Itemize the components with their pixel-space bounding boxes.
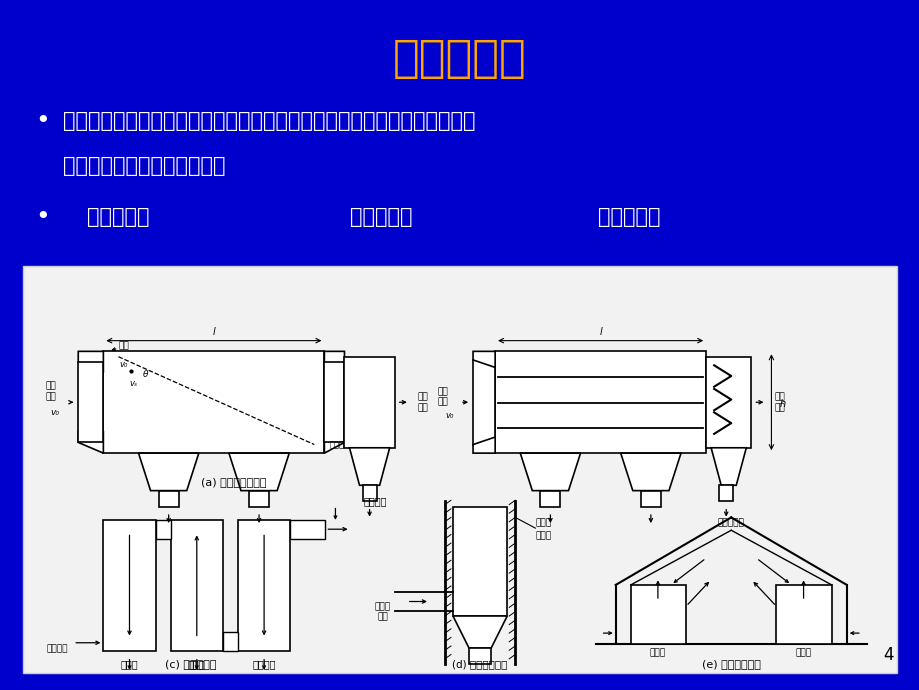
Text: (a) 单层重力沉降室: (a) 单层重力沉降室 xyxy=(201,477,267,487)
Text: vₛ: vₛ xyxy=(130,379,138,388)
Text: 气体: 气体 xyxy=(773,403,784,412)
Text: •: • xyxy=(35,109,50,132)
Polygon shape xyxy=(139,453,199,491)
Bar xyxy=(776,585,831,644)
Text: 气体分离的装置，常用的有：: 气体分离的装置，常用的有： xyxy=(62,156,225,175)
Text: 旋风除尘器: 旋风除尘器 xyxy=(597,208,660,227)
Text: v₀: v₀ xyxy=(119,359,128,368)
Text: •: • xyxy=(35,206,50,229)
Text: 含尘: 含尘 xyxy=(437,387,448,396)
Bar xyxy=(171,520,222,651)
Bar xyxy=(238,520,289,651)
Text: (d) 烟囱式沉降室: (d) 烟囱式沉降室 xyxy=(452,659,507,669)
Bar xyxy=(362,485,376,502)
Text: 粗粉尘: 粗粉尘 xyxy=(120,659,138,669)
Polygon shape xyxy=(620,453,680,491)
Text: (e) 屋顶式沉降室: (e) 屋顶式沉降室 xyxy=(701,659,760,669)
Polygon shape xyxy=(472,437,494,453)
Polygon shape xyxy=(452,616,506,648)
Bar xyxy=(103,351,324,453)
Bar xyxy=(158,491,178,506)
Text: 作内衬: 作内衬 xyxy=(535,531,550,540)
Text: 重力沉降室: 重力沉降室 xyxy=(87,208,150,227)
Text: θ: θ xyxy=(142,371,148,380)
Text: 4: 4 xyxy=(883,646,893,664)
Text: 气体: 气体 xyxy=(46,393,56,402)
Text: 细粉尘: 细粉尘 xyxy=(187,659,205,669)
Text: 含尘空气: 含尘空气 xyxy=(47,644,68,653)
Bar xyxy=(344,357,394,448)
Bar xyxy=(452,506,506,616)
Bar xyxy=(23,266,896,673)
Text: 冲天炉: 冲天炉 xyxy=(374,602,391,611)
Bar xyxy=(155,520,171,539)
Bar xyxy=(706,357,751,448)
Text: 沉降点: 沉降点 xyxy=(329,440,344,449)
Text: (c) 多级沉降室: (c) 多级沉降室 xyxy=(165,659,216,669)
Bar xyxy=(630,585,686,644)
Bar xyxy=(78,362,103,442)
Bar xyxy=(719,485,732,502)
Polygon shape xyxy=(78,351,103,373)
Text: 气体: 气体 xyxy=(437,397,448,406)
Text: 惯性除尘器: 惯性除尘器 xyxy=(349,208,412,227)
Polygon shape xyxy=(710,448,745,485)
Polygon shape xyxy=(324,432,344,453)
Text: 烟囱: 烟囱 xyxy=(377,613,388,622)
Text: 净化: 净化 xyxy=(773,393,784,402)
Bar xyxy=(494,351,706,453)
Polygon shape xyxy=(520,453,580,491)
Polygon shape xyxy=(472,351,494,368)
Bar xyxy=(249,491,269,506)
Polygon shape xyxy=(78,432,103,453)
Text: l: l xyxy=(598,327,601,337)
Text: 尘粒: 尘粒 xyxy=(118,342,129,351)
Text: 清洁空气: 清洁空气 xyxy=(364,496,387,506)
Bar xyxy=(324,362,344,442)
Text: 含尘: 含尘 xyxy=(46,382,56,391)
Text: v₀: v₀ xyxy=(51,408,60,417)
Bar xyxy=(222,632,238,651)
Text: 耐火砖: 耐火砖 xyxy=(535,518,550,527)
Polygon shape xyxy=(349,448,390,485)
Bar xyxy=(641,491,660,506)
Text: 气体: 气体 xyxy=(417,403,427,412)
Text: 冲天炉: 冲天炉 xyxy=(649,648,665,657)
Polygon shape xyxy=(324,351,344,373)
Text: 净化: 净化 xyxy=(417,393,427,402)
Text: l: l xyxy=(212,327,215,337)
Bar xyxy=(103,520,155,651)
Text: 冲天炉: 冲天炉 xyxy=(795,648,811,657)
Bar xyxy=(289,520,325,539)
Text: 机械除尘器通常指利用质量力（重力、惯性力和离心力）的作用使颗粒物与: 机械除尘器通常指利用质量力（重力、惯性力和离心力）的作用使颗粒物与 xyxy=(62,111,474,130)
Bar xyxy=(539,491,560,506)
Text: v₀: v₀ xyxy=(446,411,454,420)
Bar xyxy=(469,648,491,664)
Polygon shape xyxy=(229,453,289,491)
Bar xyxy=(472,360,494,444)
Text: h: h xyxy=(778,400,785,409)
Text: 机械除尘器: 机械除尘器 xyxy=(392,37,527,80)
Text: 沉降的粉尘: 沉降的粉尘 xyxy=(717,518,743,527)
Text: 微细粉尘: 微细粉尘 xyxy=(252,659,276,669)
